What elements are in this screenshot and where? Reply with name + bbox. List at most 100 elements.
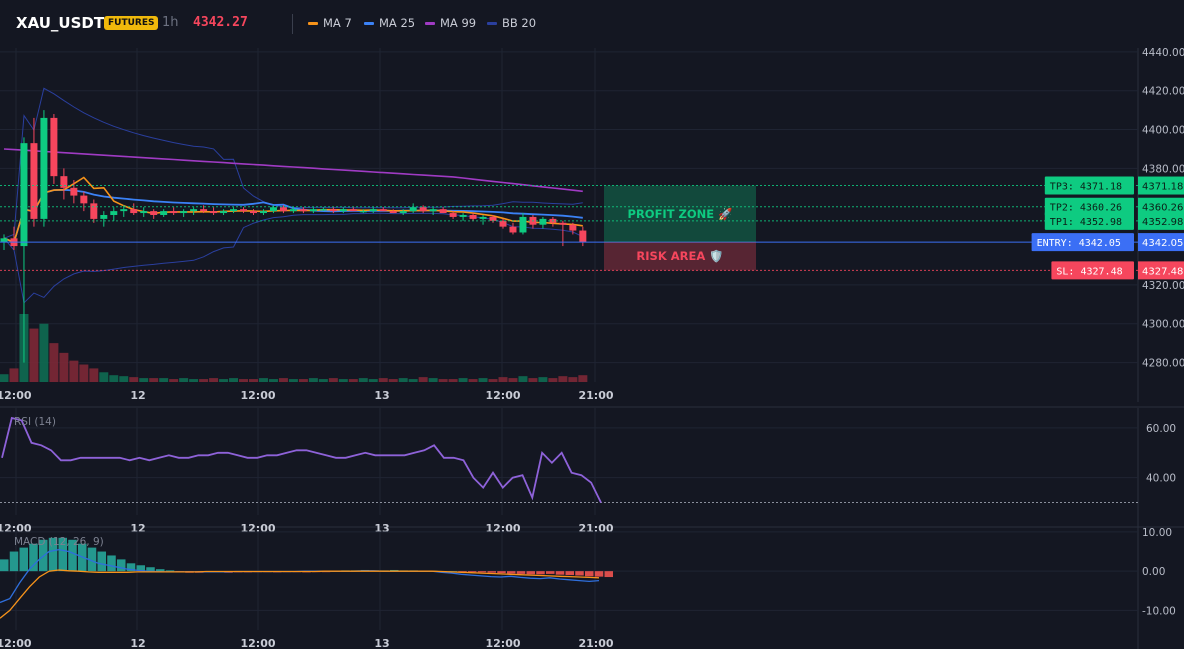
volume-bar — [179, 378, 189, 382]
macd-histogram-bar — [97, 551, 106, 572]
volume-bar — [189, 379, 199, 382]
time-axis-tick-macd: 12:00 — [0, 637, 32, 649]
volume-bar — [338, 379, 348, 382]
level-tag-entry — [1031, 233, 1134, 252]
macd-histogram-bar — [565, 571, 574, 576]
legend-ma99[interactable]: MA 99 — [425, 16, 476, 30]
futures-badge: FUTURES — [104, 16, 159, 30]
candle-body — [20, 143, 28, 247]
volume-bar — [358, 378, 368, 382]
volume-bar — [109, 375, 119, 382]
macd-histogram-bar — [68, 539, 77, 572]
volume-bar — [378, 378, 388, 382]
level-axis-tag-tp — [1138, 211, 1184, 230]
macd-histogram-bar — [107, 555, 116, 572]
time-axis-tick-rsi: 13 — [374, 522, 389, 535]
volume-bar — [129, 377, 139, 382]
time-axis-tick-rsi: 12:00 — [0, 522, 32, 535]
macd-histogram-bar — [477, 571, 487, 573]
candle-body — [180, 211, 188, 214]
volume-bar — [229, 378, 239, 382]
time-axis-tick-main: 21:00 — [578, 389, 613, 402]
candle-body — [299, 209, 307, 212]
chart-header: XAU_USDT FUTURES 1h 4342.27 MA 7 MA 25 M… — [0, 0, 1184, 48]
time-axis-tick-rsi: 12:00 — [485, 522, 520, 535]
volume-bar — [498, 377, 508, 382]
price-axis-tick: 4280.00 — [1142, 358, 1184, 370]
candle-body — [170, 211, 178, 214]
volume-bar — [159, 378, 169, 382]
volume-bar — [59, 352, 69, 382]
legend-ma25[interactable]: MA 25 — [364, 16, 415, 30]
volume-bar — [49, 343, 59, 382]
legend-swatch-ma7 — [308, 21, 318, 25]
macd-histogram-bar — [546, 571, 555, 574]
time-axis-tick-macd: 13 — [374, 637, 389, 649]
candle-body — [130, 209, 138, 214]
level-axis-tag-sl — [1138, 261, 1184, 280]
volume-bar — [558, 376, 568, 382]
symbol-label[interactable]: XAU_USDT — [16, 14, 105, 32]
volume-bar — [458, 378, 468, 382]
macd-histogram-bar — [526, 571, 535, 575]
volume-bar — [219, 379, 229, 382]
volume-bar — [468, 379, 478, 382]
macd-histogram-bar — [555, 571, 565, 575]
candle-body — [60, 176, 68, 188]
volume-bar — [528, 378, 538, 382]
candle-body — [519, 216, 527, 233]
macd-histogram-bar — [468, 571, 477, 573]
level-axis-value-tp: 4360.26 — [1142, 203, 1183, 214]
candle-body — [319, 209, 327, 211]
volume-bar — [448, 379, 458, 382]
macd-axis-tick: -10.00 — [1142, 605, 1176, 617]
volume-bar — [348, 379, 358, 382]
macd-histogram-bar — [87, 547, 97, 572]
candle-body — [489, 216, 497, 221]
legend-swatch-ma99 — [425, 21, 435, 25]
legend-swatch-ma25 — [364, 21, 374, 25]
macd-histogram-bar — [585, 571, 594, 577]
volume-bar — [79, 364, 89, 382]
candle-body — [359, 211, 367, 213]
risk-zone — [604, 242, 756, 271]
volume-bar — [368, 379, 378, 382]
candle-body — [399, 211, 407, 214]
price-axis-tick: 4380.00 — [1142, 163, 1184, 175]
volume-bar — [89, 368, 99, 382]
level-axis-value-tp: 4371.18 — [1142, 182, 1183, 193]
candle-body — [509, 226, 517, 233]
level-axis-value-sl: 4327.48 — [1142, 266, 1183, 277]
candle-body — [120, 209, 128, 212]
level-label-tp: TP1: 4352.98 — [1050, 217, 1122, 228]
candle-body — [110, 211, 118, 215]
legend-ma7[interactable]: MA 7 — [308, 16, 352, 30]
time-axis-tick-main: 13 — [374, 389, 389, 402]
time-axis-tick-rsi: 12 — [130, 522, 145, 535]
macd-histogram-bar — [0, 559, 9, 572]
time-axis-tick-macd: 21:00 — [578, 637, 613, 649]
macd-histogram-bar — [146, 567, 155, 572]
macd-axis-tick: 0.00 — [1142, 566, 1165, 578]
candle-body — [40, 117, 48, 219]
candle-body — [349, 209, 357, 212]
header-divider — [292, 14, 293, 34]
candle-body — [150, 211, 158, 215]
candle-body — [230, 209, 238, 212]
legend-bb20[interactable]: BB 20 — [487, 16, 536, 30]
level-tag-tp — [1044, 176, 1134, 195]
macd-histogram-bar — [594, 571, 604, 577]
volume-bar — [9, 368, 19, 382]
candle-body — [499, 220, 507, 227]
bollinger-lower-line — [3, 212, 584, 304]
volume-bar — [318, 379, 328, 382]
macd-histogram-bar — [48, 537, 58, 572]
macd-histogram-bar — [536, 571, 545, 575]
candle-body — [449, 213, 457, 217]
volume-bar — [508, 378, 518, 382]
macd-histogram-bar — [575, 571, 584, 576]
timeframe-label[interactable]: 1h — [162, 15, 179, 30]
macd-histogram-bar — [9, 551, 19, 572]
profit-zone-label: PROFIT ZONE 🚀 — [628, 207, 734, 221]
